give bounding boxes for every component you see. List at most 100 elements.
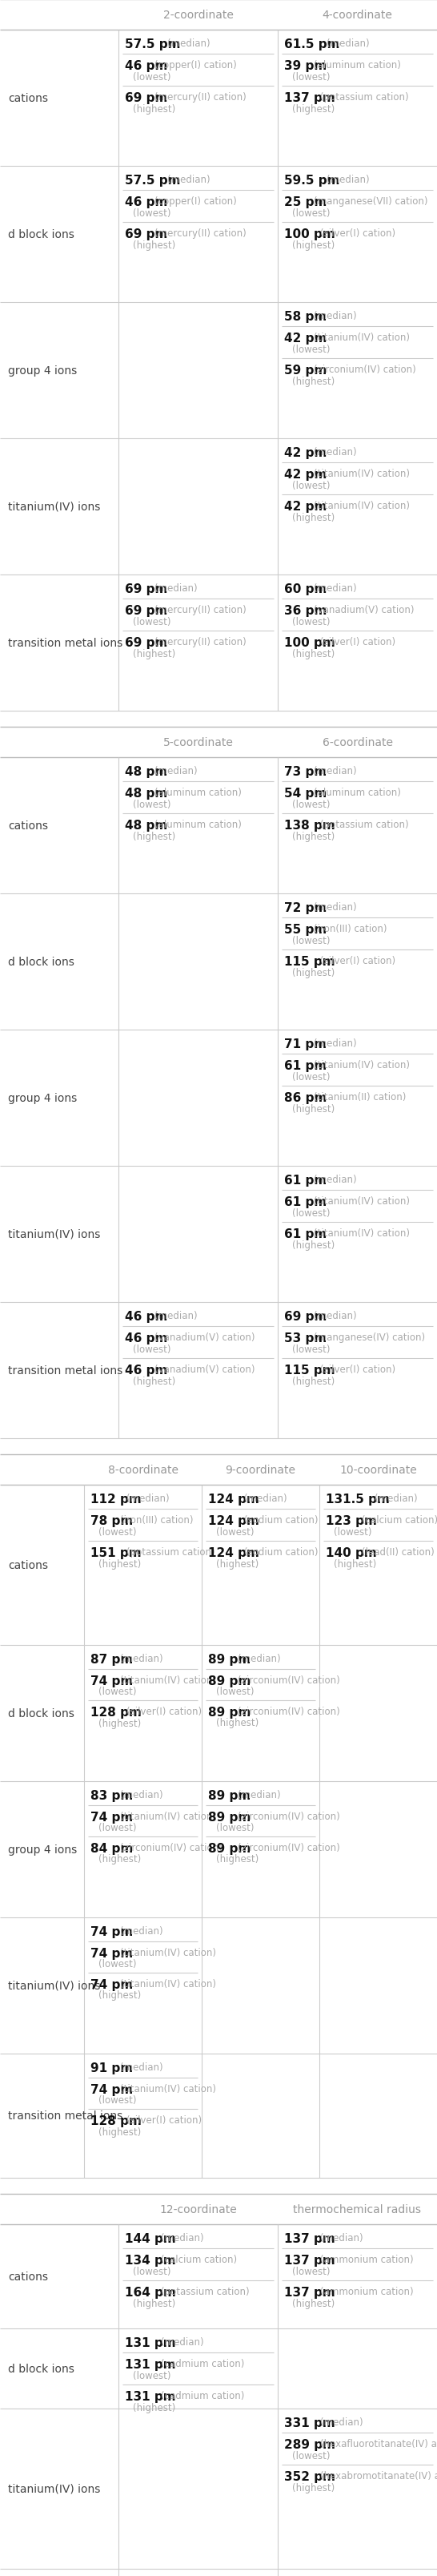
Text: (zirconium(IV) cation): (zirconium(IV) cation): [238, 1811, 340, 1821]
Text: (highest): (highest): [133, 2298, 176, 2308]
Text: (lowest): (lowest): [292, 482, 330, 492]
Text: (median): (median): [314, 765, 357, 775]
Text: (highest): (highest): [292, 103, 335, 113]
Text: 131 pm: 131 pm: [125, 2336, 176, 2349]
Text: 42 pm: 42 pm: [284, 448, 327, 459]
Text: 78 pm: 78 pm: [90, 1515, 133, 1528]
Text: d block ions: d block ions: [8, 2362, 74, 2375]
Text: titanium(IV) ions: titanium(IV) ions: [8, 502, 101, 513]
Text: (lowest): (lowest): [133, 2267, 171, 2277]
Text: (titanium(IV) cation): (titanium(IV) cation): [314, 1059, 410, 1069]
Text: (lowest): (lowest): [133, 72, 171, 82]
Text: (highest): (highest): [216, 1558, 259, 1569]
Text: 61 pm: 61 pm: [284, 1175, 327, 1188]
Text: (mercury(II) cation): (mercury(II) cation): [154, 636, 246, 647]
Text: (titanium(IV) cation): (titanium(IV) cation): [120, 2084, 216, 2094]
Text: (median): (median): [120, 1790, 163, 1801]
Text: (silver(I) cation): (silver(I) cation): [320, 229, 395, 240]
Text: 74 pm: 74 pm: [90, 1927, 133, 1937]
Text: 112 pm: 112 pm: [90, 1494, 142, 1504]
Text: (lowest): (lowest): [133, 2370, 171, 2380]
Text: (ammonium cation): (ammonium cation): [320, 2285, 413, 2295]
Text: (potassium cation): (potassium cation): [320, 93, 409, 103]
Text: (highest): (highest): [133, 2403, 176, 2414]
Text: (lowest): (lowest): [98, 1958, 136, 1968]
Text: 42 pm: 42 pm: [284, 469, 327, 482]
Text: (median): (median): [314, 448, 357, 459]
Text: 46 pm: 46 pm: [125, 1332, 167, 1345]
Text: 352 pm: 352 pm: [284, 2470, 335, 2483]
Text: 57.5 pm: 57.5 pm: [125, 39, 180, 52]
Text: 84 pm: 84 pm: [90, 1842, 133, 1855]
Text: 124 pm: 124 pm: [208, 1546, 259, 1558]
Text: 48 pm: 48 pm: [125, 819, 167, 832]
Text: 124 pm: 124 pm: [208, 1515, 259, 1528]
Text: 86 pm: 86 pm: [284, 1092, 327, 1103]
Text: (aluminum cation): (aluminum cation): [314, 59, 401, 70]
Text: 124 pm: 124 pm: [208, 1494, 259, 1504]
Text: (silver(I) cation): (silver(I) cation): [126, 1705, 202, 1716]
Text: 58 pm: 58 pm: [284, 312, 327, 322]
Text: (highest): (highest): [133, 649, 176, 659]
Text: (zirconium(IV) cation): (zirconium(IV) cation): [238, 1674, 340, 1685]
Text: 123 pm: 123 pm: [326, 1515, 377, 1528]
Text: (titanium(IV) cation): (titanium(IV) cation): [120, 1947, 216, 1958]
Text: 61 pm: 61 pm: [284, 1195, 327, 1208]
Text: (mercury(II) cation): (mercury(II) cation): [154, 605, 246, 616]
Text: 4-coordinate: 4-coordinate: [322, 10, 392, 21]
Text: (highest): (highest): [292, 2483, 335, 2494]
Text: (potassium cation): (potassium cation): [161, 2285, 250, 2295]
Text: (lowest): (lowest): [292, 799, 330, 809]
Text: (median): (median): [161, 2336, 204, 2347]
Text: (highest): (highest): [292, 2298, 335, 2308]
Text: (iron(III) cation): (iron(III) cation): [120, 1515, 193, 1525]
Text: d block ions: d block ions: [8, 1708, 74, 1718]
Text: (median): (median): [161, 2233, 204, 2244]
Text: (lowest): (lowest): [292, 1345, 330, 1355]
Text: titanium(IV) ions: titanium(IV) ions: [8, 2483, 101, 2494]
Text: (lowest): (lowest): [292, 345, 330, 355]
Text: (highest): (highest): [292, 240, 335, 250]
Text: 100 pm: 100 pm: [284, 636, 335, 649]
Text: (potassium cation): (potassium cation): [126, 1546, 215, 1556]
Text: 83 pm: 83 pm: [90, 1790, 133, 1801]
Text: (median): (median): [326, 39, 369, 49]
Text: 331 pm: 331 pm: [284, 2416, 335, 2429]
Text: 12-coordinate: 12-coordinate: [160, 2202, 237, 2215]
Text: 54 pm: 54 pm: [284, 788, 327, 799]
Text: 137 pm: 137 pm: [284, 2254, 335, 2267]
Text: (titanium(IV) cation): (titanium(IV) cation): [314, 469, 410, 479]
Text: 138 pm: 138 pm: [284, 819, 335, 832]
Text: (median): (median): [320, 2416, 363, 2427]
Text: (highest): (highest): [98, 1718, 141, 1728]
Text: (lowest): (lowest): [292, 72, 330, 82]
Text: 128 pm: 128 pm: [90, 2115, 142, 2128]
Text: (median): (median): [126, 1494, 170, 1504]
Text: (lowest): (lowest): [292, 2267, 330, 2277]
Text: (vanadium(V) cation): (vanadium(V) cation): [314, 605, 414, 616]
Text: 100 pm: 100 pm: [284, 229, 335, 240]
Text: 131.5 pm: 131.5 pm: [326, 1494, 390, 1504]
Text: (sodium cation): (sodium cation): [244, 1515, 318, 1525]
Text: 53 pm: 53 pm: [284, 1332, 327, 1345]
Text: 9-coordinate: 9-coordinate: [225, 1463, 296, 1476]
Text: titanium(IV) ions: titanium(IV) ions: [8, 1229, 101, 1239]
Text: (cadmium cation): (cadmium cation): [161, 2391, 244, 2401]
Text: (median): (median): [154, 1311, 198, 1321]
Text: (hexafluorotitanate(IV) anion): (hexafluorotitanate(IV) anion): [320, 2439, 437, 2450]
Text: (silver(I) cation): (silver(I) cation): [126, 2115, 202, 2125]
Text: (aluminum cation): (aluminum cation): [154, 788, 242, 799]
Text: (titanium(IV) cation): (titanium(IV) cation): [314, 1195, 410, 1206]
Text: 72 pm: 72 pm: [284, 902, 327, 914]
Text: (median): (median): [314, 1175, 357, 1185]
Text: 137 pm: 137 pm: [284, 2233, 335, 2244]
Text: 140 pm: 140 pm: [326, 1546, 377, 1558]
Text: (median): (median): [120, 2061, 163, 2071]
Text: 69 pm: 69 pm: [125, 605, 167, 616]
Text: (highest): (highest): [334, 1558, 376, 1569]
Text: (lowest): (lowest): [133, 1345, 171, 1355]
Text: (median): (median): [167, 39, 210, 49]
Text: (mercury(II) cation): (mercury(II) cation): [154, 229, 246, 240]
Text: (highest): (highest): [98, 2128, 141, 2138]
Text: (highest): (highest): [216, 1855, 259, 1865]
